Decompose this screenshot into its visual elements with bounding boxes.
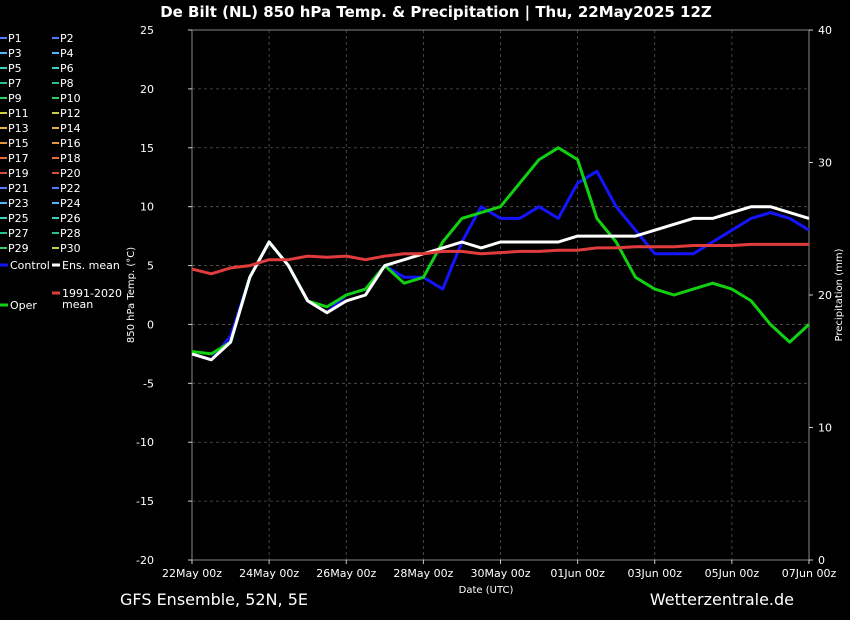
- legend-label: Ens. mean: [62, 259, 120, 272]
- footer-source: Wetterzentrale.de: [650, 590, 794, 609]
- legend-label: P11: [8, 107, 29, 120]
- x-axis: 22May 00z 24May 00z 26May 00z 28May 00z 30Ma…: [162, 560, 836, 580]
- y2-axis-label: Precipitation (mm): [834, 248, 845, 341]
- y2-tick-label: 20: [818, 289, 832, 302]
- y-tick-label: 15: [140, 142, 154, 155]
- legend-label: P5: [8, 62, 22, 75]
- legend-label: P1: [8, 32, 22, 45]
- legend-label: P26: [60, 212, 81, 225]
- x-tick-label: 28May 00z: [393, 567, 453, 580]
- y2-tick-label: 10: [818, 422, 832, 435]
- x-tick-label: 26May 00z: [316, 567, 376, 580]
- y-tick-label: -10: [136, 436, 154, 449]
- legend-label: P22: [60, 182, 81, 195]
- legend-label: P18: [60, 152, 81, 165]
- legend-label: P4: [60, 47, 74, 60]
- legend-label: P14: [60, 122, 81, 135]
- legend-label: P13: [8, 122, 29, 135]
- series-lines: [191, 146, 811, 362]
- x-axis-label: Date (UTC): [459, 585, 514, 596]
- legend-label: Oper: [10, 299, 37, 312]
- legend: P1 P2 P3 P4 P5 P6 P7 P8 P9 P10 P11 P12 P13 P14 P15 P16 P…: [0, 32, 122, 312]
- y-axis: 25 20 15 10 5 0 -5 -10 -15 -20: [136, 24, 192, 567]
- x-tick-label: 05Jun 00z: [705, 567, 760, 580]
- legend-label: P30: [60, 242, 81, 255]
- x-tick-label: 03Jun 00z: [628, 567, 683, 580]
- legend-label: P7: [8, 77, 22, 90]
- legend-label: P15: [8, 137, 29, 150]
- legend-label: P25: [8, 212, 29, 225]
- legend-label: P16: [60, 137, 81, 150]
- legend-label: P23: [8, 197, 29, 210]
- y2-tick-label: 40: [818, 24, 832, 37]
- y-tick-label: 25: [140, 24, 154, 37]
- legend-label: P20: [60, 167, 81, 180]
- legend-label: P29: [8, 242, 29, 255]
- legend-label: P19: [8, 167, 29, 180]
- legend-label: Control: [10, 259, 50, 272]
- y-tick-label: 20: [140, 83, 154, 96]
- legend-label: P28: [60, 227, 81, 240]
- legend-label: P27: [8, 227, 29, 240]
- y2-tick-label: 0: [818, 554, 825, 567]
- legend-label: P12: [60, 107, 81, 120]
- y-tick-label: 5: [147, 260, 154, 273]
- footer-model: GFS Ensemble, 52N, 5E: [120, 590, 308, 609]
- y-tick-label: -20: [136, 554, 154, 567]
- chart-title: De Bilt (NL) 850 hPa Temp. & Precipitati…: [160, 3, 712, 22]
- y2-tick-label: 30: [818, 157, 832, 170]
- legend-label: P8: [60, 77, 74, 90]
- grid: [191, 29, 810, 561]
- x-tick-label: 01Jun 00z: [550, 567, 605, 580]
- x-tick-label: 22May 00z: [162, 567, 222, 580]
- y-tick-label: -5: [143, 377, 154, 390]
- legend-label: P2: [60, 32, 74, 45]
- legend-label: P24: [60, 197, 81, 210]
- y-tick-label: -15: [136, 495, 154, 508]
- series-line-oper: [191, 146, 811, 356]
- x-tick-label: 30May 00z: [470, 567, 530, 580]
- series-line-ens-mean: [191, 205, 810, 362]
- legend-label: P3: [8, 47, 22, 60]
- legend-label: 1991-2020 mean: [62, 287, 122, 311]
- legend-label: P21: [8, 182, 29, 195]
- y-tick-label: 10: [140, 201, 154, 214]
- series-line-1991-2020-mean: [191, 242, 809, 276]
- y-tick-label: 0: [147, 318, 154, 331]
- legend-label: P17: [8, 152, 29, 165]
- y-axis-label: 850 hPa Temp. (°C): [126, 247, 137, 343]
- legend-label: P6: [60, 62, 74, 75]
- legend-label: P9: [8, 92, 22, 105]
- y2-axis: 40 30 20 10 0: [809, 24, 832, 567]
- legend-label: P10: [60, 92, 81, 105]
- x-tick-label: 07Jun 00z: [782, 567, 837, 580]
- x-tick-label: 24May 00z: [239, 567, 299, 580]
